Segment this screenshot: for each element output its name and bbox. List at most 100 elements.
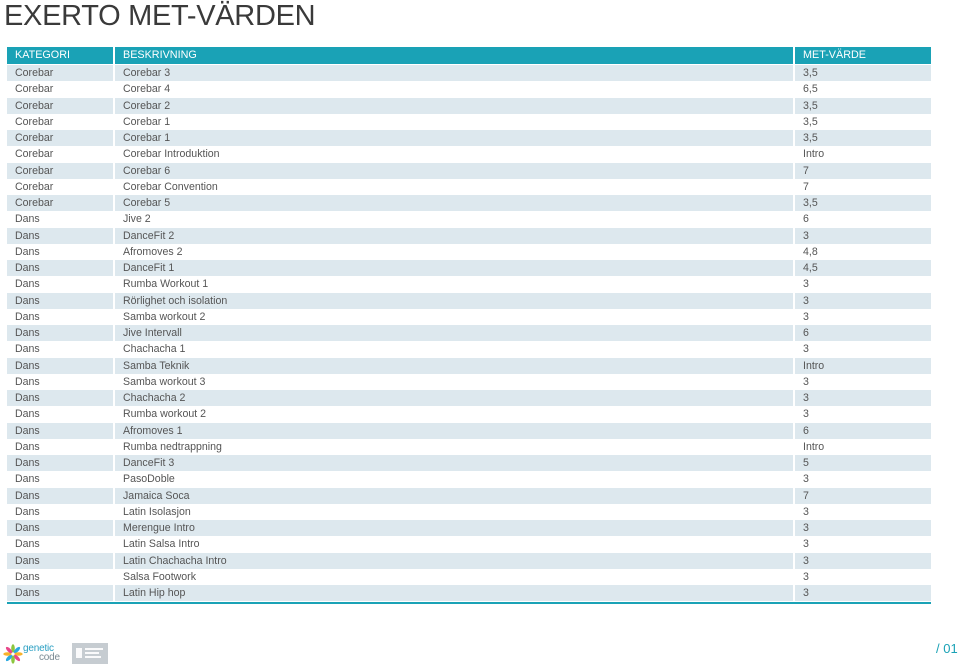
met-value-cell: 3,5 xyxy=(793,97,931,114)
kategori-cell: Dans xyxy=(15,359,40,372)
logo-word-genetic: genetic xyxy=(23,643,54,654)
table-row: Dans Latin Salsa Intro 3 xyxy=(7,536,931,553)
beskrivning-cell: Merengue Intro xyxy=(113,520,793,537)
met-value-cell: Intro xyxy=(793,146,931,163)
beskrivning-cell: Rumba workout 2 xyxy=(113,406,793,423)
met-value-cell: 6 xyxy=(793,422,931,439)
met-value-cell: 3,5 xyxy=(793,195,931,212)
met-value-cell: 7 xyxy=(793,487,931,504)
kategori-cell: Corebar xyxy=(15,99,54,112)
kategori-cell: Dans xyxy=(15,489,40,502)
beskrivning-cell: Chachacha 1 xyxy=(113,341,793,358)
kategori-cell: Corebar xyxy=(15,180,54,193)
beskrivning-cell: Afromoves 2 xyxy=(113,243,793,260)
beskrivning-cell: Corebar 4 xyxy=(113,81,793,98)
met-value-cell: 3,5 xyxy=(793,113,931,130)
kategori-cell: Dans xyxy=(15,505,40,518)
table-row: Corebar Corebar 5 3,5 xyxy=(7,195,931,212)
beskrivning-cell: Rumba Workout 1 xyxy=(113,276,793,293)
table-row: Dans Latin Isolasjon 3 xyxy=(7,503,931,520)
kategori-cell: Dans xyxy=(15,375,40,388)
table-row: Dans Jamaica Soca 7 xyxy=(7,487,931,504)
table-row: Corebar Corebar Convention 7 xyxy=(7,178,931,195)
met-value-cell: 3 xyxy=(793,552,931,569)
kategori-cell: Dans xyxy=(15,457,40,469)
beskrivning-cell: Corebar 5 xyxy=(113,195,793,212)
table-row: Corebar Corebar 4 6,5 xyxy=(7,81,931,98)
kategori-cell: Corebar xyxy=(15,132,54,144)
met-value-cell: 3 xyxy=(793,536,931,553)
table-row: Corebar Corebar 2 3,5 xyxy=(7,97,931,114)
kategori-cell: Dans xyxy=(15,587,40,599)
kategori-cell: Dans xyxy=(15,408,40,421)
beskrivning-cell: Samba workout 2 xyxy=(113,308,793,325)
column-header-met-value: MET-VÄRDE xyxy=(793,47,931,64)
page-number: / 01 xyxy=(936,641,958,656)
met-value-cell: 6 xyxy=(793,325,931,342)
beskrivning-cell: Salsa Footwork xyxy=(113,568,793,585)
kategori-cell: Corebar xyxy=(15,67,54,79)
kategori-cell: Dans xyxy=(15,392,40,404)
kategori-cell: Corebar xyxy=(15,115,54,128)
kategori-cell: Corebar xyxy=(15,83,54,96)
met-value-cell: 3 xyxy=(793,503,931,520)
beskrivning-cell: Samba Teknik xyxy=(113,357,793,374)
kategori-cell: Dans xyxy=(15,343,40,356)
beskrivning-cell: Latin Isolasjon xyxy=(113,503,793,520)
kategori-cell: Dans xyxy=(15,554,40,567)
kategori-cell: Dans xyxy=(15,310,40,323)
beskrivning-cell: Latin Salsa Intro xyxy=(113,536,793,553)
kategori-cell: Dans xyxy=(15,570,40,583)
met-value-cell: 3 xyxy=(793,390,931,407)
kategori-cell: Dans xyxy=(15,294,40,307)
met-value-cell: 5 xyxy=(793,455,931,472)
met-value-cell: Intro xyxy=(793,357,931,374)
partner-logo-icon xyxy=(72,643,108,664)
beskrivning-cell: Afromoves 1 xyxy=(113,422,793,439)
met-value-cell: 4,5 xyxy=(793,260,931,277)
table-row: Dans Salsa Footwork 3 xyxy=(7,568,931,585)
met-value-cell: 3 xyxy=(793,227,931,244)
met-value-cell: 3 xyxy=(793,520,931,537)
met-value-cell: 3,5 xyxy=(793,65,931,82)
page-title: EXERTO MET-VÄRDEN xyxy=(4,0,316,32)
beskrivning-cell: DanceFit 2 xyxy=(113,227,793,244)
beskrivning-cell: Latin Chachacha Intro xyxy=(113,552,793,569)
met-value-cell: 3 xyxy=(793,471,931,488)
met-value-cell: 3 xyxy=(793,292,931,309)
beskrivning-cell: Latin Hip hop xyxy=(113,585,793,602)
kategori-cell: Corebar xyxy=(15,197,54,209)
met-value-cell: 7 xyxy=(793,162,931,179)
table-row: Dans DanceFit 1 4,5 xyxy=(7,260,931,277)
kategori-cell: Dans xyxy=(15,327,40,339)
met-value-cell: 4,8 xyxy=(793,243,931,260)
met-value-cell: 3 xyxy=(793,585,931,602)
beskrivning-cell: DanceFit 1 xyxy=(113,260,793,277)
beskrivning-cell: PasoDoble xyxy=(113,471,793,488)
table-row: Dans Latin Hip hop 3 xyxy=(7,585,931,602)
kategori-cell: Corebar xyxy=(15,148,54,161)
logo-word-code: code xyxy=(39,652,60,663)
table-row: Dans Rörlighet och isolation 3 xyxy=(7,292,931,309)
table-row: Corebar Corebar 3 3,5 xyxy=(7,65,931,82)
met-value-cell: 3 xyxy=(793,373,931,390)
kategori-cell: Corebar xyxy=(15,164,54,177)
beskrivning-cell: Corebar 6 xyxy=(113,162,793,179)
genetic-code-logo: genetic code xyxy=(3,641,67,665)
beskrivning-cell: Rörlighet och isolation xyxy=(113,292,793,309)
met-value-cell: 6 xyxy=(793,211,931,228)
beskrivning-cell: Chachacha 2 xyxy=(113,390,793,407)
table-row: Dans Merengue Intro 3 xyxy=(7,520,931,537)
met-value-cell: 3 xyxy=(793,341,931,358)
met-value-cell: 3 xyxy=(793,308,931,325)
